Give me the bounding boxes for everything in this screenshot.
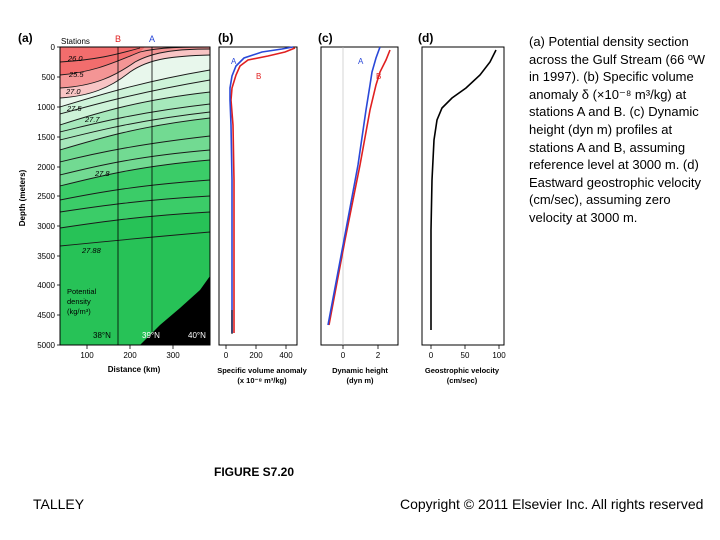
a-stations-label: Stations xyxy=(61,37,90,46)
a-ytick-2000: 2000 xyxy=(37,163,55,172)
a-contour-27-8: 27.8 xyxy=(94,169,110,178)
figure-s7-20: 0 500 1000 1500 2000 2500 3000 3500 4000… xyxy=(18,31,506,385)
a-xlabel: Distance (km) xyxy=(108,365,161,374)
d-xlabel-line1: Geostrophic velocity xyxy=(425,366,500,375)
a-contour-27-7: 27.7 xyxy=(84,115,100,124)
d-xlabel-line2: (cm/sec) xyxy=(447,376,478,385)
c-label-b: B xyxy=(376,72,381,81)
panel-a-density-section: 0 500 1000 1500 2000 2500 3000 3500 4000… xyxy=(18,31,211,374)
d-velocity-curve xyxy=(430,49,497,330)
a-lat-39: 39°N xyxy=(142,331,160,340)
figure-caption: (a) Potential density section across the… xyxy=(529,34,705,225)
a-panel-label: (a) xyxy=(18,31,33,45)
figure-label: FIGURE S7.20 xyxy=(214,465,295,479)
a-xtick-300: 300 xyxy=(166,351,180,360)
c-xlabel-line2: (dyn m) xyxy=(346,376,374,385)
a-ytick-1000: 1000 xyxy=(37,103,55,112)
b-label-b: B xyxy=(256,72,261,81)
a-lat-38: 38°N xyxy=(93,331,111,340)
d-panel-label: (d) xyxy=(418,31,433,45)
a-contour-27-88: 27.88 xyxy=(81,246,102,255)
c-panel-label: (c) xyxy=(318,31,333,45)
c-xlabel-line1: Dynamic height xyxy=(332,366,388,375)
a-contour-26-0: 26.0 xyxy=(67,54,83,63)
a-station-b: B xyxy=(115,34,121,44)
b-xlabel-line2: (x 10⁻⁸ m³/kg) xyxy=(237,376,287,385)
c-curve-b xyxy=(328,49,391,326)
a-ytick-3500: 3500 xyxy=(37,252,55,261)
author-name: TALLEY xyxy=(33,496,85,512)
copyright-notice: Copyright © 2011 Elsevier Inc. All right… xyxy=(400,496,704,512)
a-lat-40: 40°N xyxy=(188,331,206,340)
a-ytick-3000: 3000 xyxy=(37,222,55,231)
d-xtick-50: 50 xyxy=(461,351,470,360)
b-xtick-400: 400 xyxy=(279,351,293,360)
a-legend-line3: (kg/m³) xyxy=(67,307,91,316)
b-xlabel-line1: Specific volume anomaly xyxy=(217,366,307,375)
a-ytick-5000: 5000 xyxy=(37,341,55,350)
d-xtick-100: 100 xyxy=(492,351,506,360)
a-ylabel: Depth (meters) xyxy=(18,169,27,226)
a-ytick-4000: 4000 xyxy=(37,281,55,290)
b-curve-b xyxy=(230,47,296,333)
a-xtick-100: 100 xyxy=(80,351,94,360)
panel-b-specific-volume: A B 0 200 400 Specific volume anomaly (x… xyxy=(217,31,307,385)
a-ytick-2500: 2500 xyxy=(37,192,55,201)
a-ytick-500: 500 xyxy=(42,73,56,82)
a-legend-line1: Potential xyxy=(67,287,97,296)
c-xtick-2: 2 xyxy=(376,351,381,360)
d-xtick-0: 0 xyxy=(429,351,434,360)
a-ytick-4500: 4500 xyxy=(37,311,55,320)
a-legend-line2: density xyxy=(67,297,91,306)
c-label-a: A xyxy=(358,57,364,66)
c-curve-a xyxy=(327,46,381,326)
a-xtick-200: 200 xyxy=(123,351,137,360)
a-ytick-1500: 1500 xyxy=(37,133,55,142)
a-station-a: A xyxy=(149,34,155,44)
panel-c-dynamic-height: A B 0 2 Dynamic height (dyn m) (c) xyxy=(318,31,399,385)
panel-d-geostrophic-velocity: 0 50 100 Geostrophic velocity (cm/sec) (… xyxy=(418,31,506,385)
a-contour-27-5: 27.5 xyxy=(66,104,82,113)
b-label-a: A xyxy=(231,57,237,66)
c-xtick-0: 0 xyxy=(341,351,346,360)
a-contour-27-0: 27.0 xyxy=(65,87,81,96)
a-contour-25-5: 25.5 xyxy=(68,70,84,79)
b-curve-a xyxy=(229,46,294,333)
b-panel-label: (b) xyxy=(218,31,233,45)
b-xtick-0: 0 xyxy=(224,351,229,360)
b-xtick-200: 200 xyxy=(249,351,263,360)
a-ytick-0: 0 xyxy=(51,43,56,52)
